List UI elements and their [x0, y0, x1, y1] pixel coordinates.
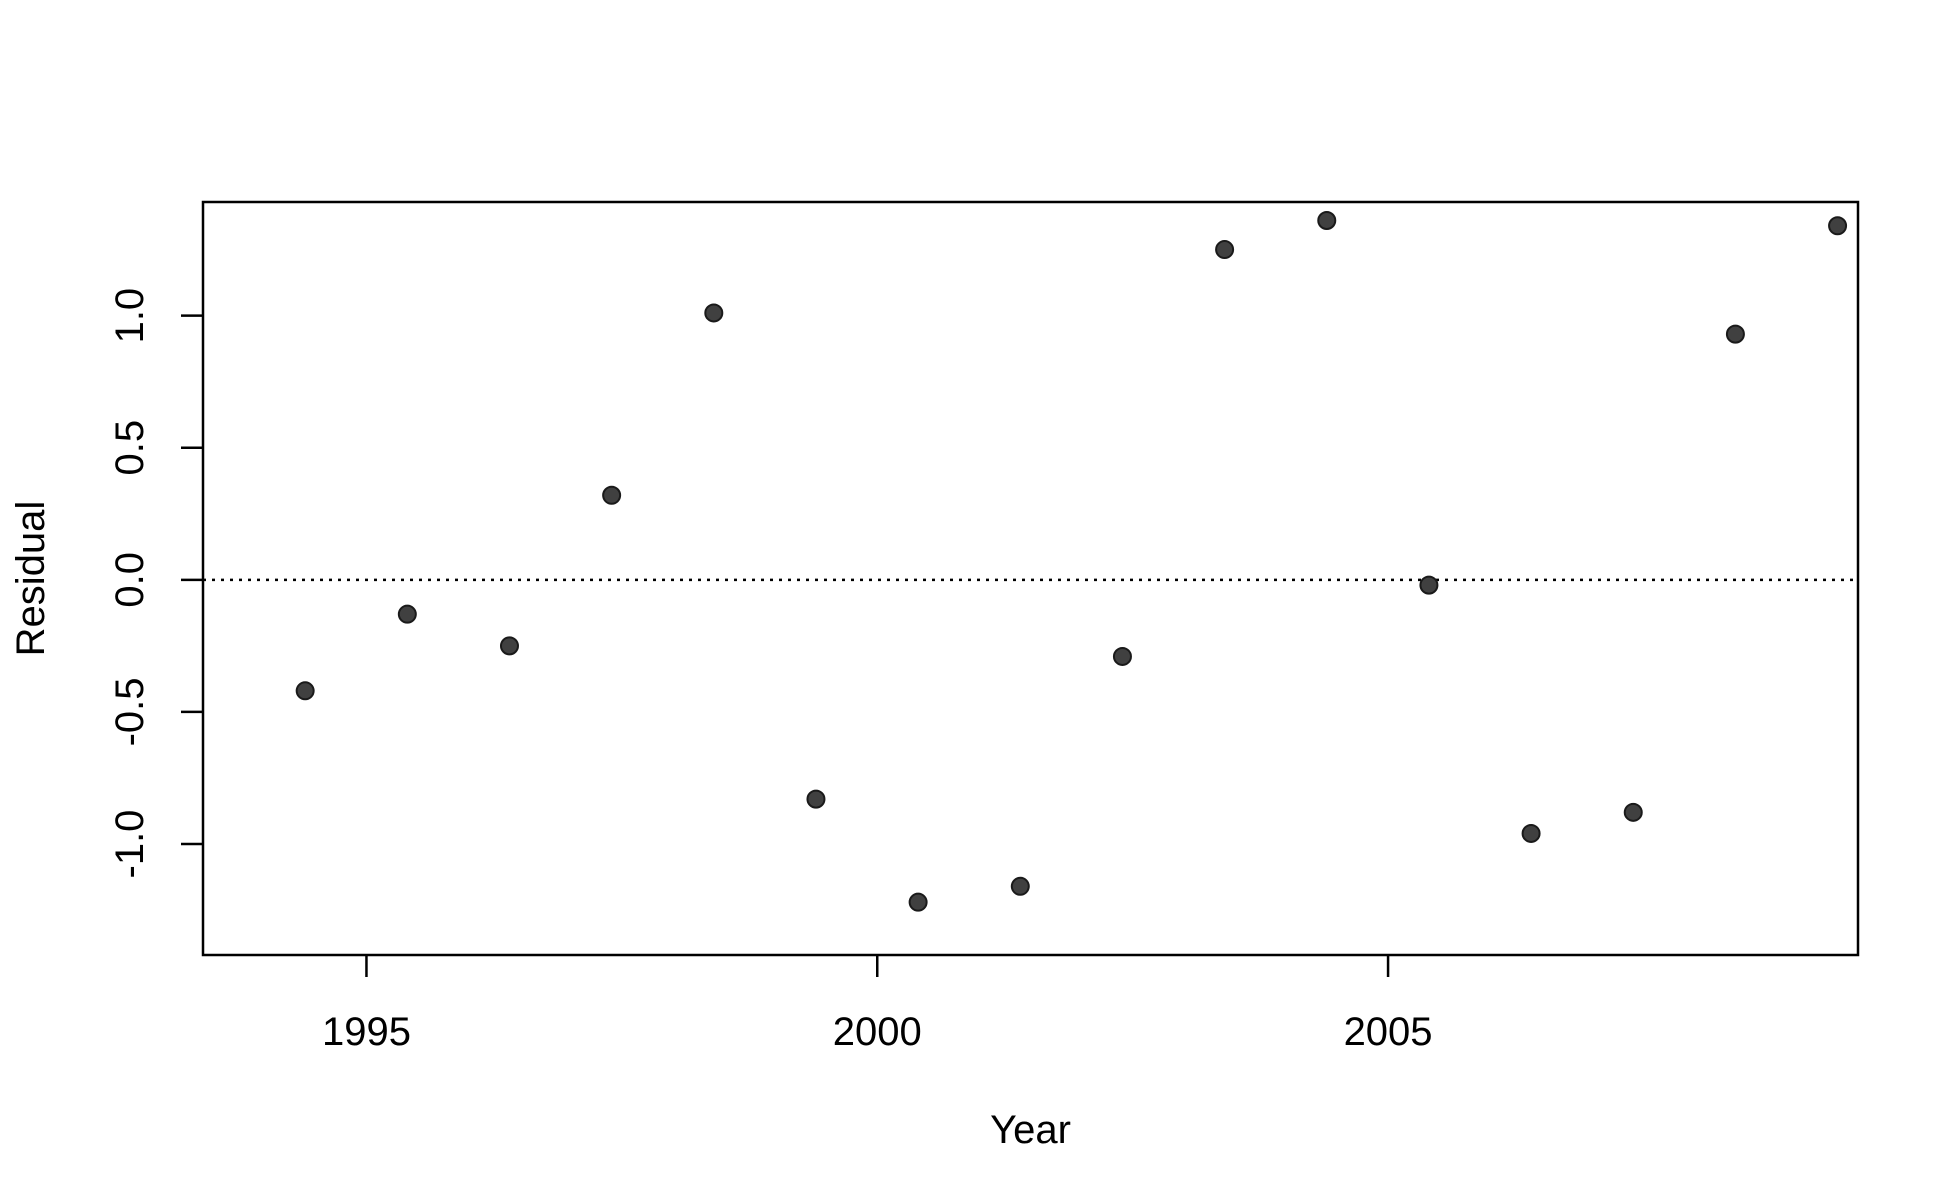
y-axis: -1.0 -0.5 0.0 0.5 1.0 [108, 288, 203, 879]
data-point [1010, 876, 1030, 896]
y-axis-title: Residual [9, 501, 53, 657]
data-point [295, 681, 315, 701]
y-tick-label: -0.5 [108, 677, 152, 746]
data-point [602, 485, 622, 505]
data-points [295, 210, 1848, 912]
x-axis: 1995 2000 2005 [322, 955, 1433, 1054]
data-point [1521, 823, 1541, 843]
data-point [1828, 216, 1848, 236]
y-tick-label: -1.0 [108, 810, 152, 879]
x-tick-label: 1995 [322, 1010, 411, 1054]
x-tick-label: 2005 [1344, 1010, 1433, 1054]
data-point [1725, 324, 1745, 344]
x-axis-title: Year [990, 1108, 1071, 1152]
data-point [704, 303, 724, 323]
y-tick-label: 1.0 [108, 288, 152, 344]
plot-frame [201, 200, 1860, 957]
data-point [397, 604, 417, 624]
data-point [1623, 802, 1643, 822]
x-tick-label: 2000 [833, 1010, 922, 1054]
y-tick-label: 0.0 [108, 552, 152, 608]
y-tick-label: 0.5 [108, 420, 152, 476]
data-point [1317, 210, 1337, 230]
data-point [499, 636, 519, 656]
data-point [1112, 646, 1132, 666]
data-point [1215, 240, 1235, 260]
data-point [806, 789, 826, 809]
data-point [908, 892, 928, 912]
data-point [1419, 575, 1439, 595]
